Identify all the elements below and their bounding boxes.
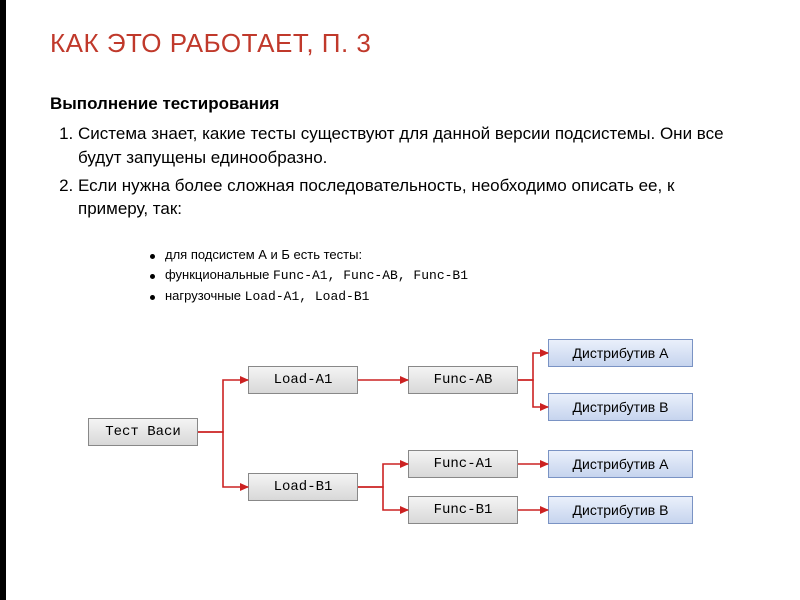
list-item: Система знает, какие тесты существуют дл…	[78, 122, 740, 170]
bullet-sublist: для подсистем А и Б есть тесты: функцион…	[150, 245, 468, 307]
ordered-list: Система знает, какие тесты существуют дл…	[50, 122, 740, 225]
diagram-edge	[518, 353, 548, 380]
diagram-edge	[198, 432, 248, 487]
list-item: Если нужна более сложная последовательно…	[78, 174, 740, 222]
diagram-node-funcB1: Func-B1	[408, 496, 518, 524]
diagram-node-root: Тест Васи	[88, 418, 198, 446]
sublist-mono: Func-A1, Func-AB, Func-B1	[273, 268, 468, 283]
left-stripe	[0, 0, 6, 600]
diagram-edge	[358, 487, 408, 510]
diagram-node-distB2: Дистрибутив В	[548, 496, 693, 524]
diagram-node-funcAB: Func-AB	[408, 366, 518, 394]
sublist-text: функциональные	[165, 267, 273, 282]
bullet-icon	[150, 274, 155, 279]
bullet-icon	[150, 295, 155, 300]
sublist-mono: Load-A1, Load-B1	[245, 289, 370, 304]
sublist-item: нагрузочные Load-A1, Load-B1	[150, 286, 468, 307]
diagram-node-loadA1: Load-A1	[248, 366, 358, 394]
slide-title: КАК ЭТО РАБОТАЕТ, П. 3	[50, 28, 371, 59]
diagram-edge	[518, 380, 548, 407]
sublist-item: функциональные Func-A1, Func-AB, Func-B1	[150, 265, 468, 286]
sublist-text: нагрузочные	[165, 288, 245, 303]
bullet-icon	[150, 254, 155, 259]
sublist-item: для подсистем А и Б есть тесты:	[150, 245, 468, 265]
diagram-node-distB1: Дистрибутив В	[548, 393, 693, 421]
diagram-edge	[198, 380, 248, 432]
slide-subtitle: Выполнение тестирования	[50, 94, 279, 114]
diagram-node-distA1: Дистрибутив А	[548, 339, 693, 367]
diagram-node-loadB1: Load-B1	[248, 473, 358, 501]
diagram-node-distA2: Дистрибутив А	[548, 450, 693, 478]
diagram-node-funcA1: Func-A1	[408, 450, 518, 478]
sublist-text: для подсистем А и Б есть тесты:	[165, 245, 362, 265]
diagram-edge	[358, 464, 408, 487]
